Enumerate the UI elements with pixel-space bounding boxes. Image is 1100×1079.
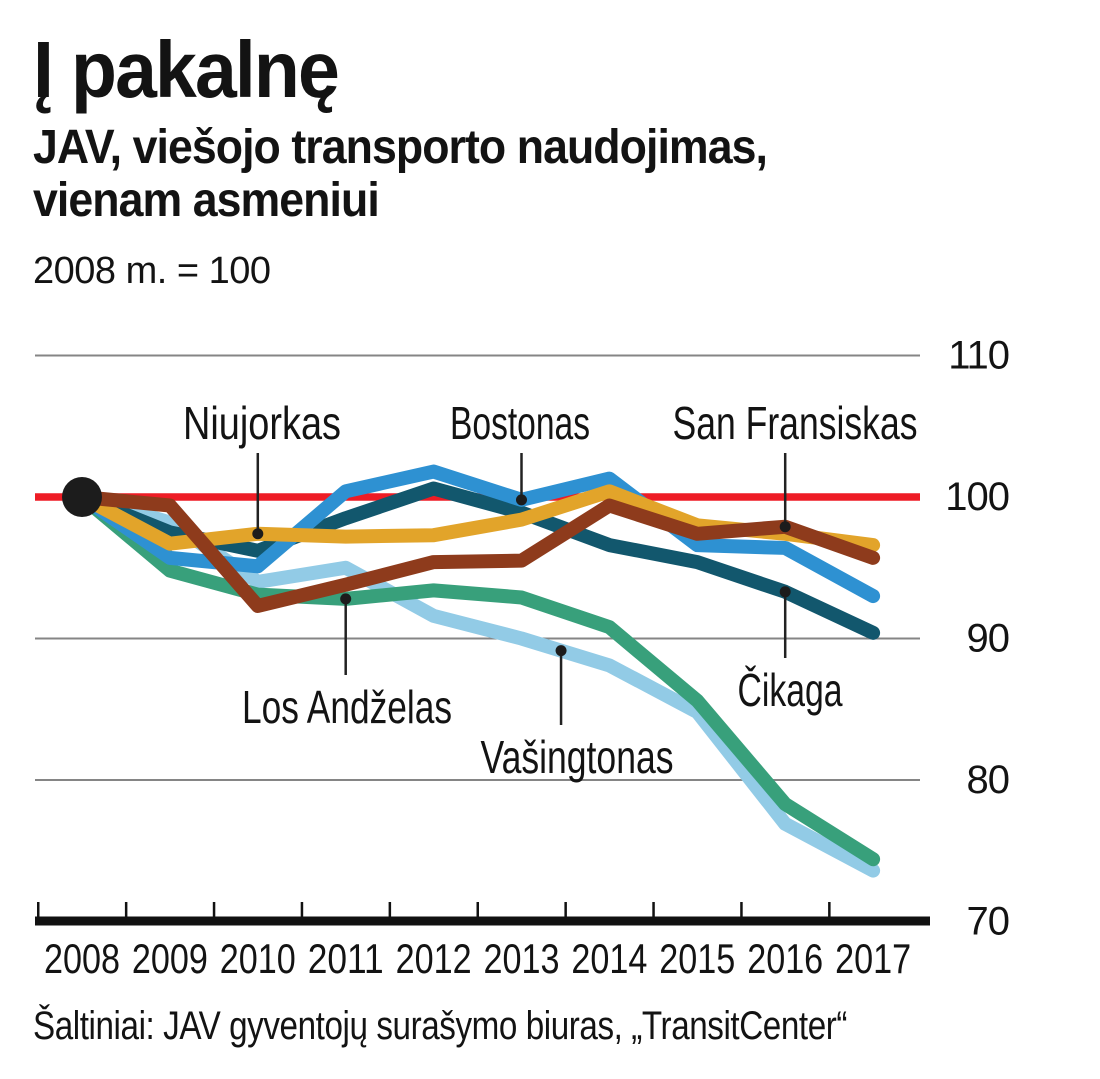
series-label-cikaga: Čikaga <box>738 664 843 716</box>
index-note: 2008 m. = 100 <box>33 250 271 292</box>
series-label-los-andzelas: Los Andželas <box>242 681 452 733</box>
x-axis-tick <box>740 902 743 917</box>
chart-title: Į pakalnę <box>33 25 340 114</box>
leader-dot-los-andzelas <box>340 593 352 605</box>
x-axis-tick <box>476 902 479 917</box>
x-axis-tick <box>300 902 304 917</box>
chart-subtitle: JAV, viešojo transporto naudojimas, vien… <box>33 121 768 228</box>
series-label-san-fransiskas: San Fransiskas <box>673 397 918 449</box>
series-label-vasingtonas: Vašingtonas <box>481 731 674 783</box>
leader-dot-niujorkas <box>252 528 264 540</box>
x-tick-label: 2015 <box>659 935 735 982</box>
start-marker-dot <box>62 477 102 517</box>
source-text: Šaltiniai: JAV gyventojų surašymo biuras… <box>33 1004 848 1048</box>
line-san-fransiskas <box>75 490 881 613</box>
chart-subtitle-line1: JAV, viešojo transporto naudojimas, <box>33 121 768 174</box>
x-tick-label: 2013 <box>484 935 560 982</box>
x-axis-tick <box>37 902 40 917</box>
leader-dot-bostonas <box>516 494 527 506</box>
y-tick-label: 110 <box>948 334 1009 378</box>
x-tick-label: 2008 <box>44 935 120 982</box>
x-tick-label: 2010 <box>220 935 296 982</box>
x-axis <box>35 916 930 926</box>
x-tick-label: 2016 <box>747 935 823 982</box>
leader-dot-cikaga <box>779 586 791 598</box>
x-tick-label: 2014 <box>571 935 647 982</box>
x-axis-tick <box>124 902 128 917</box>
chart-subtitle-line2: vienam asmeniui <box>33 173 380 227</box>
x-axis-tick <box>652 902 655 917</box>
y-tick-label: 100 <box>945 475 1009 519</box>
x-tick-label: 2009 <box>132 935 208 982</box>
series-label-niujorkas: Niujorkas <box>183 397 341 449</box>
y-tick-label: 70 <box>967 900 1010 944</box>
leader-dot-vasingtonas <box>555 645 567 657</box>
x-axis-tick <box>564 902 567 917</box>
leader-dot-san-fransiskas <box>779 521 791 533</box>
x-tick-label: 2011 <box>308 935 384 982</box>
x-tick-label: 2012 <box>396 935 472 982</box>
series-label-bostonas: Bostonas <box>450 397 590 449</box>
line-los-andzelas <box>75 490 881 867</box>
y-tick-label: 80 <box>967 758 1010 802</box>
x-axis-tick <box>388 902 392 917</box>
x-tick-label: 2017 <box>835 935 911 982</box>
x-axis-tick <box>828 902 831 917</box>
x-axis-tick <box>212 902 216 917</box>
y-tick-label: 90 <box>967 617 1010 661</box>
